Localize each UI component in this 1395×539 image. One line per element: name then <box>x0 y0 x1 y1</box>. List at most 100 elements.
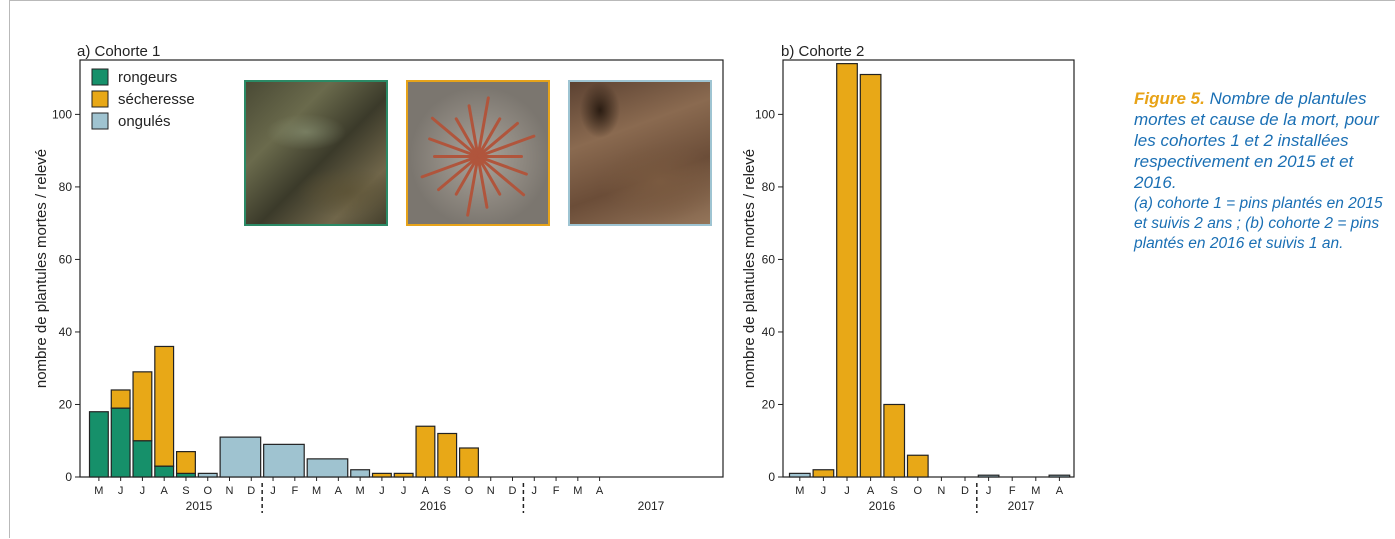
bar-sécheresse <box>883 403 906 478</box>
y-tick-label: 100 <box>52 107 72 121</box>
x-tick-label: F <box>1009 485 1016 497</box>
bar-sécheresse <box>437 432 458 478</box>
x-tick-label: N <box>226 485 234 497</box>
y-tick-label: 100 <box>755 107 775 121</box>
x-tick-label: J <box>270 485 276 497</box>
bar-sécheresse <box>906 454 929 478</box>
bar-sécheresse <box>458 447 479 478</box>
x-tick-label: J <box>844 485 850 497</box>
bar-ongulés <box>788 472 811 478</box>
x-tick-label: S <box>444 485 451 497</box>
caption-detail: (a) cohorte 1 = pins plantés en 2015 et … <box>1134 195 1383 252</box>
legend-label: ongulés <box>118 113 171 130</box>
year-label: 2016 <box>869 499 896 513</box>
legend-swatch <box>91 90 109 108</box>
y-tick-label: 20 <box>59 397 73 411</box>
x-tick-label: M <box>94 485 103 497</box>
bar-sécheresse <box>415 425 436 478</box>
x-tick-label: M <box>573 485 582 497</box>
panel-b-title: b) Cohorte 2 <box>781 43 864 60</box>
bar-rongeurs <box>132 440 153 478</box>
x-tick-label: J <box>118 485 124 497</box>
x-tick-label: J <box>401 485 407 497</box>
panel-b-cohorte-2: b) Cohorte 2 0 20 40 60 80 100 nombre de plantu… <box>741 43 1075 513</box>
bar-rongeurs <box>88 411 109 478</box>
year-label: 2015 <box>186 499 213 513</box>
y-tick-label: 40 <box>59 325 73 339</box>
x-tick-label: M <box>1031 485 1040 497</box>
legend-swatch <box>91 68 109 86</box>
x-tick-label: O <box>203 485 212 497</box>
bar-sécheresse <box>859 73 882 478</box>
x-tick-label: J <box>532 485 538 497</box>
x-tick-label: O <box>465 485 474 497</box>
bar-sécheresse <box>812 469 835 478</box>
legend-swatch <box>91 112 109 130</box>
caption-label: Figure 5. <box>1134 89 1205 108</box>
x-tick-label: M <box>795 485 804 497</box>
x-tick-label: J <box>379 485 385 497</box>
bar-ongulés <box>977 474 1000 478</box>
x-tick-label: A <box>867 485 875 497</box>
panel-a-cohorte-1: a) Cohorte 1 0 20 40 60 80 100 nombre de plantu… <box>33 43 724 513</box>
y-tick-label: 0 <box>768 470 775 484</box>
x-tick-label: O <box>914 485 923 497</box>
x-tick-label: F <box>291 485 298 497</box>
panel-a-title: a) Cohorte 1 <box>77 43 160 60</box>
figure-frame <box>9 0 1395 538</box>
panel-b-y-axis-label: nombre de plantules mortes / relevé <box>741 149 758 388</box>
bar-ongulés <box>219 436 262 478</box>
x-tick-label: S <box>891 485 898 497</box>
bar-ongulés <box>350 469 371 478</box>
figure-caption: Figure 5. Nombre de plantules mortes et … <box>1134 88 1386 254</box>
bar-ongulés <box>1048 474 1071 478</box>
x-tick-label: A <box>596 485 604 497</box>
bar-sécheresse <box>154 345 175 467</box>
rodent-damage-photo-icon <box>244 80 388 226</box>
bar-rongeurs <box>110 407 131 478</box>
x-tick-label: N <box>937 485 945 497</box>
bar-sécheresse <box>110 389 131 409</box>
x-tick-label: A <box>335 485 343 497</box>
bar-sécheresse <box>836 63 858 478</box>
panel-a-y-axis-label: nombre de plantules mortes / relevé <box>33 149 50 388</box>
x-tick-label: J <box>140 485 146 497</box>
y-tick-label: 60 <box>59 252 73 266</box>
bar-sécheresse <box>371 472 392 478</box>
legend-label: rongeurs <box>118 69 177 86</box>
y-tick-label: 60 <box>762 252 776 266</box>
x-tick-label: A <box>1056 485 1064 497</box>
year-label: 2017 <box>1008 499 1035 513</box>
x-tick-label: M <box>312 485 321 497</box>
x-tick-label: S <box>182 485 189 497</box>
x-tick-label: J <box>986 485 992 497</box>
bar-sécheresse <box>175 451 196 474</box>
x-tick-label: M <box>356 485 365 497</box>
drought-damage-photo-icon <box>406 80 550 226</box>
y-tick-label: 80 <box>59 180 73 194</box>
bar-sécheresse <box>393 472 414 478</box>
x-tick-label: D <box>247 485 255 497</box>
bar-rongeurs <box>154 465 175 478</box>
x-tick-label: A <box>422 485 430 497</box>
bar-ongulés <box>306 458 349 478</box>
y-tick-label: 80 <box>762 180 776 194</box>
ungulate-damage-photo-icon <box>568 80 712 226</box>
x-tick-label: F <box>553 485 560 497</box>
y-tick-label: 0 <box>65 470 72 484</box>
legend-label: sécheresse <box>118 91 195 108</box>
caption-main: Figure 5. Nombre de plantules mortes et … <box>1134 88 1386 193</box>
x-tick-label: A <box>161 485 169 497</box>
year-label: 2016 <box>420 499 447 513</box>
x-tick-label: J <box>821 485 827 497</box>
panel-b-plot-box <box>782 59 1075 478</box>
x-tick-label: D <box>961 485 969 497</box>
y-tick-label: 40 <box>762 325 776 339</box>
needle-shape <box>478 155 523 158</box>
x-tick-label: D <box>509 485 517 497</box>
x-tick-label: N <box>487 485 495 497</box>
year-label: 2017 <box>638 499 665 513</box>
bar-sécheresse <box>132 371 153 442</box>
bar-ongulés <box>263 443 305 478</box>
